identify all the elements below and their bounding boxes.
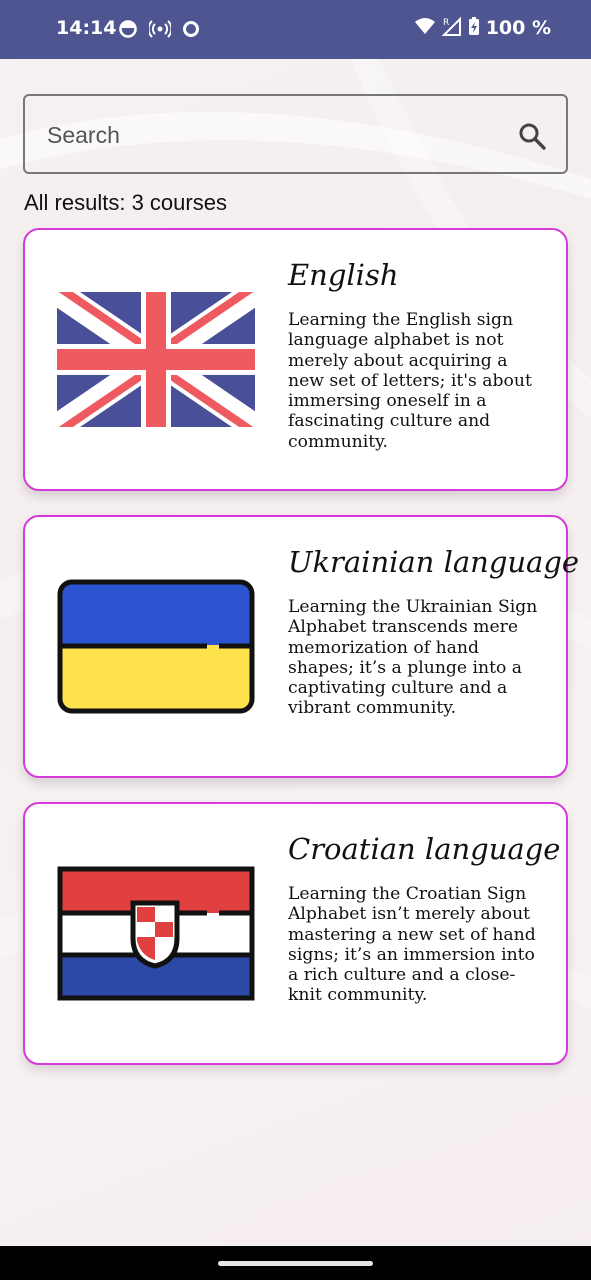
results-count: All results: 3 courses <box>24 190 227 215</box>
navigation-bar <box>0 1246 591 1280</box>
course-card-english[interactable]: English Learning the English sign langua… <box>23 228 568 491</box>
course-title: Ukrainian language <box>288 545 580 579</box>
status-time: 14:14 <box>56 17 117 39</box>
svg-text:R: R <box>443 18 449 28</box>
wifi-icon <box>414 17 436 39</box>
croatia-flag-icon <box>57 866 255 1001</box>
search-field[interactable] <box>23 94 568 174</box>
data-saver-icon <box>118 18 138 40</box>
battery-percentage: 100 % <box>485 17 551 39</box>
course-description: Learning the Croatian Sign Alphabet isn’… <box>288 884 536 1006</box>
signal-icon: R <box>441 16 462 40</box>
search-input[interactable] <box>47 116 507 154</box>
ukraine-flag-icon <box>57 579 255 714</box>
battery-charging-icon <box>468 16 480 40</box>
course-card-ukrainian[interactable]: Ukrainian language Learning the Ukrainia… <box>23 515 579 778</box>
course-description: Learning the Ukrainian Sign Alphabet tra… <box>288 597 538 719</box>
search-icon[interactable] <box>518 122 546 150</box>
status-bar: 14:14 R 100 % <box>0 0 591 59</box>
circle-icon <box>182 18 200 40</box>
course-description: Learning the English sign language alpha… <box>288 310 532 452</box>
hotspot-icon <box>149 18 171 40</box>
course-title: Croatian language <box>288 832 561 866</box>
course-title: English <box>288 258 399 292</box>
course-card-croatian[interactable]: Croatian language Learning the Croatian … <box>23 802 568 1065</box>
status-right: R 100 % <box>414 16 551 40</box>
uk-flag-icon <box>57 292 255 427</box>
home-gesture-handle[interactable] <box>218 1261 373 1266</box>
